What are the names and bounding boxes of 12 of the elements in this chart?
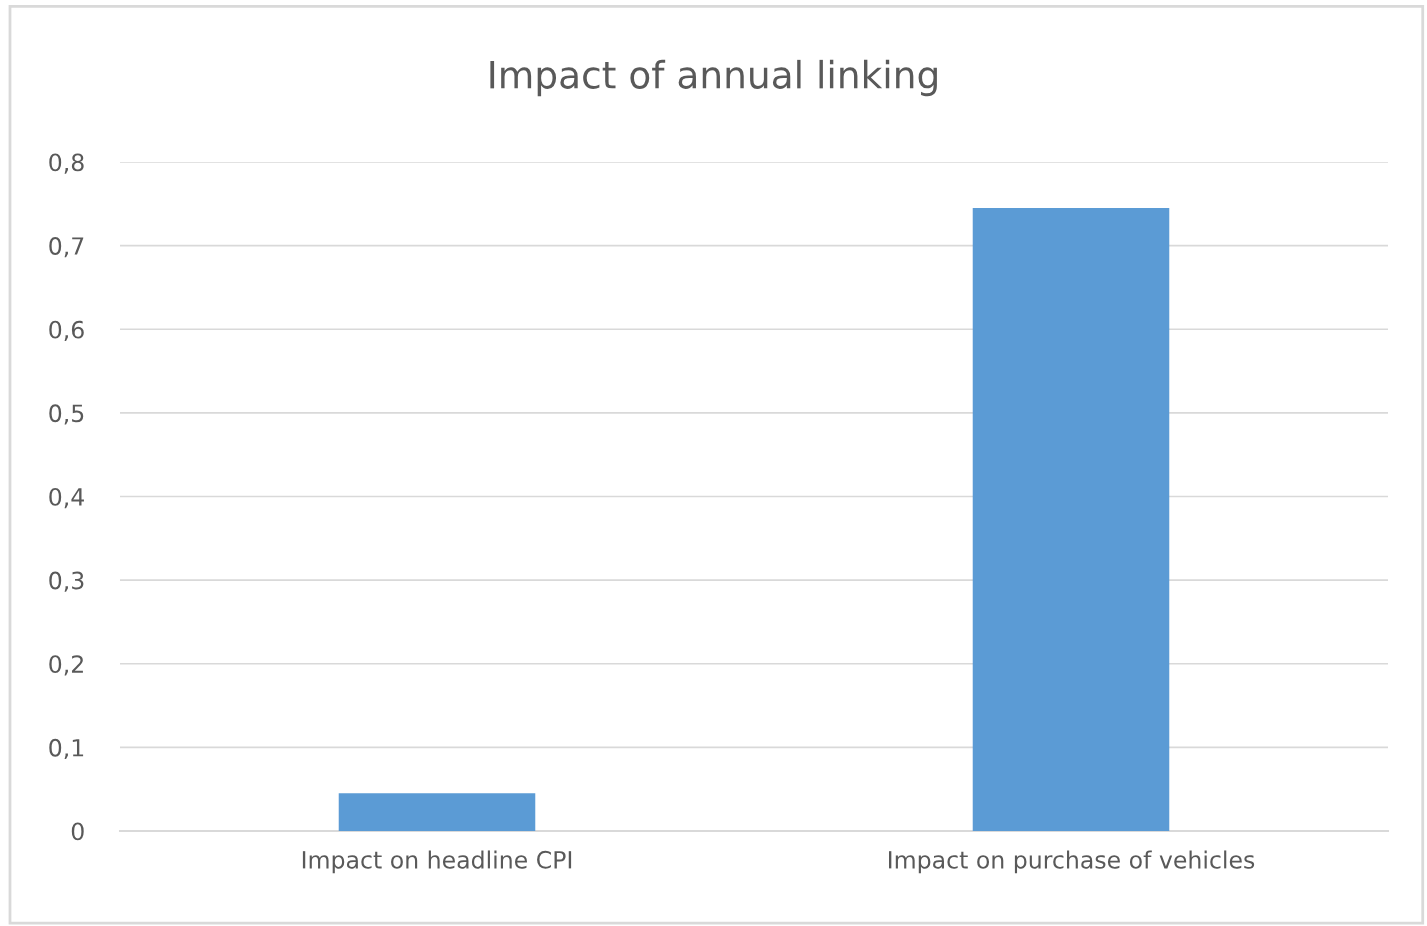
y-tick-label: 0,1 xyxy=(49,738,84,760)
y-tick-label: 0,3 xyxy=(49,571,84,592)
x-tick-label: Impact on headline CPI xyxy=(302,850,572,874)
y-tick-label: 0 xyxy=(71,822,84,841)
x-tick-label: Impact on purchase of vehicles xyxy=(889,850,1255,874)
y-tick-label: 0,4 xyxy=(49,487,84,509)
y-tick-label: 0,6 xyxy=(49,320,84,341)
y-tick-label: 0,7 xyxy=(49,237,84,258)
y-tick-label: 0,8 xyxy=(49,153,84,174)
y-tick-label: 0,5 xyxy=(49,404,84,425)
chart-title: Impact of annual linking xyxy=(490,59,937,97)
y-tick-label: 0,2 xyxy=(49,655,83,676)
